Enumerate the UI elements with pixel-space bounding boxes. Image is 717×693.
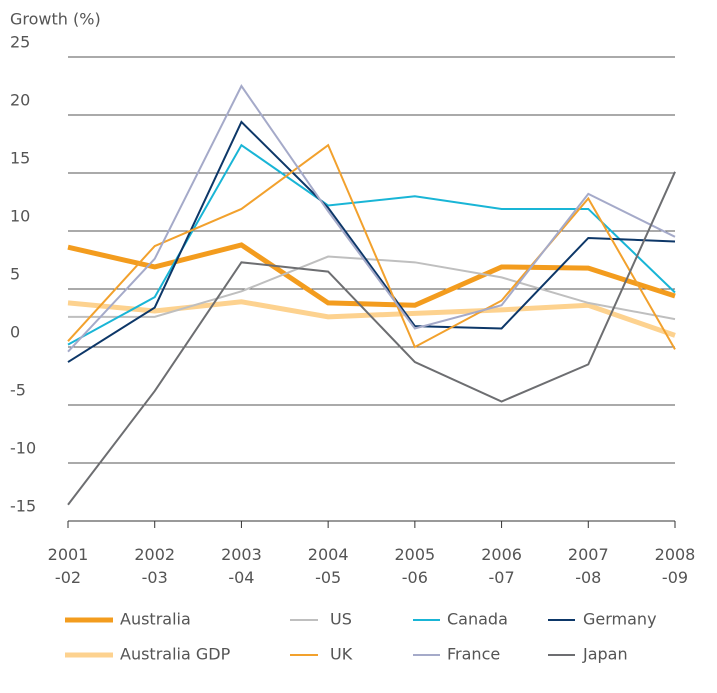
legend-label: UK (330, 645, 353, 664)
y-tick-label: 25 (10, 33, 30, 52)
series-line (67, 242, 676, 308)
x-tick-label: 2008 -09 (654, 545, 696, 587)
legend-label: US (330, 610, 352, 629)
legend-label: Germany (583, 610, 657, 629)
y-tick-label: 20 (10, 91, 30, 110)
x-tick-label: 2006 -07 (481, 545, 522, 587)
series-line (67, 171, 676, 506)
series-line (67, 120, 676, 363)
y-tick-label: -15 (10, 497, 36, 516)
x-tick-label: 2004 -05 (307, 545, 349, 587)
y-tick-label: -10 (10, 439, 36, 458)
series-line (67, 143, 676, 350)
legend-label: Australia (120, 610, 191, 629)
series-line (67, 299, 676, 338)
y-tick-label: 5 (10, 265, 20, 284)
y-tick-label: 0 (10, 323, 20, 342)
x-tick-label: 2002 -03 (134, 545, 176, 587)
series-line (67, 143, 676, 346)
series-line (67, 84, 676, 353)
x-tick-label: 2001 -02 (47, 545, 89, 587)
series-line (68, 255, 676, 321)
x-tick-label: 2005 -06 (394, 545, 436, 587)
y-tick-label: 15 (10, 149, 30, 168)
legend-label: France (447, 645, 500, 664)
x-tick-label: 2003 -04 (221, 545, 262, 587)
y-axis-title: Growth (%) (10, 10, 101, 29)
legend-label: Japan (582, 645, 628, 664)
y-tick-label: -5 (10, 381, 26, 400)
legend-label: Canada (447, 610, 508, 629)
y-tick-label: 10 (10, 207, 30, 226)
x-tick-label: 2007 -08 (567, 545, 609, 587)
legend-label: Australia GDP (120, 645, 231, 664)
